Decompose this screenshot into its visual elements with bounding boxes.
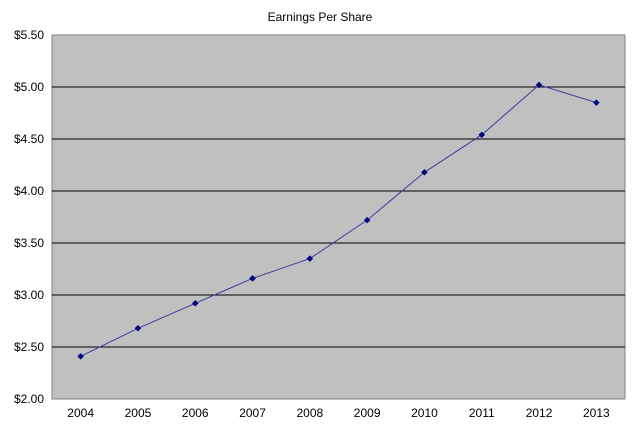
x-tick-label: 2004 xyxy=(67,406,94,420)
data-point-marker xyxy=(249,275,256,282)
x-tick-label: 2012 xyxy=(526,406,553,420)
y-tick-label: $5.50 xyxy=(14,28,44,42)
y-tick-label: $2.00 xyxy=(14,392,44,406)
y-axis-tick-labels: $2.00 $2.50 $3.00 $3.50 $4.00 $4.50 $5.00 $5.50 xyxy=(14,28,44,406)
x-tick-label: 2009 xyxy=(354,406,381,420)
data-point-marker xyxy=(306,255,314,262)
data-point-marker xyxy=(478,131,486,139)
series-eps xyxy=(77,81,600,360)
data-point-marker xyxy=(363,216,371,224)
y-tick-label: $5.00 xyxy=(14,80,44,94)
x-tick-label: 2008 xyxy=(296,406,323,420)
x-tick-label: 2013 xyxy=(583,406,610,420)
chart-title: Earnings Per Share xyxy=(268,10,373,24)
data-point-marker xyxy=(421,168,428,176)
x-axis-tick-labels: 2004 2005 2006 2007 2008 2009 2010 2011 2012 2013 xyxy=(67,406,610,420)
plot-area xyxy=(51,34,626,400)
data-point-marker xyxy=(191,299,199,307)
y-tick-label: $3.50 xyxy=(14,236,44,250)
data-point-marker xyxy=(592,99,600,106)
y-tick-label: $3.00 xyxy=(14,288,44,302)
x-tick-label: 2011 xyxy=(469,406,495,420)
x-tick-label: 2010 xyxy=(411,406,438,420)
y-tick-label: $4.00 xyxy=(14,184,44,198)
y-tick-label: $2.50 xyxy=(14,340,44,354)
x-tick-label: 2006 xyxy=(182,406,209,420)
y-tick-label: $4.50 xyxy=(14,132,44,146)
series-line xyxy=(80,84,597,357)
x-tick-label: 2007 xyxy=(239,406,266,420)
data-point-marker xyxy=(134,324,142,332)
x-tick-label: 2005 xyxy=(125,406,152,420)
data-point-marker xyxy=(535,81,543,89)
gridlines xyxy=(52,86,625,348)
data-point-marker xyxy=(77,353,85,360)
